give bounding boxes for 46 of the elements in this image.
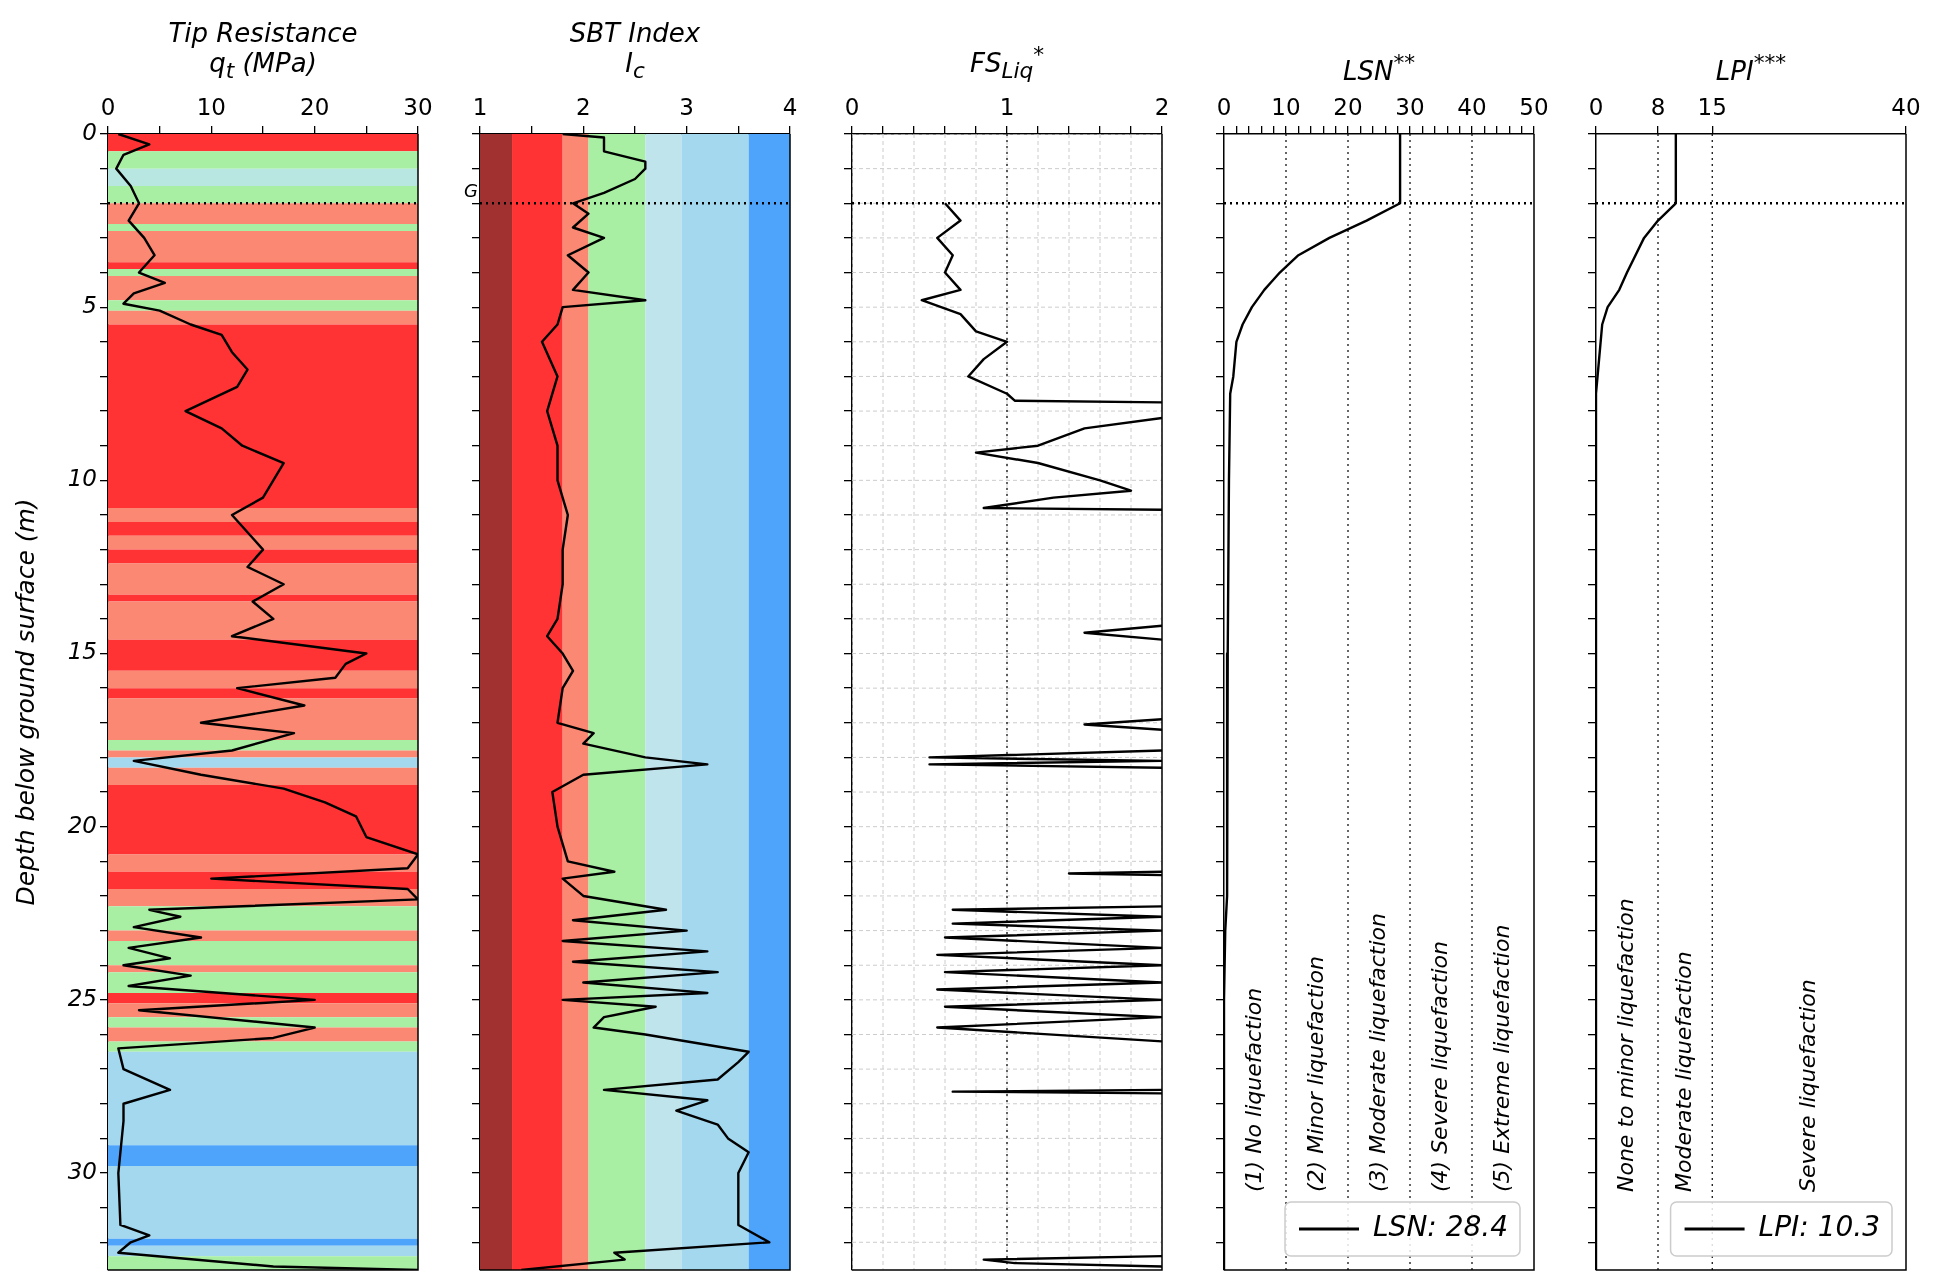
- x-tick-label: 15: [1697, 94, 1727, 121]
- x-tick-label: 0: [1216, 94, 1232, 121]
- x-tick-label: 10: [196, 94, 226, 121]
- x-tick-label: 4: [782, 94, 798, 121]
- y-tick-label: 30: [67, 1157, 97, 1184]
- annotation: (5) Extreme liquefaction: [1488, 924, 1514, 1192]
- annotation: (3) Moderate liquefaction: [1364, 913, 1390, 1192]
- x-tick-label: 30: [403, 94, 433, 121]
- annotation: (2) Minor liquefaction: [1302, 956, 1328, 1192]
- x-tick-label: 20: [300, 94, 330, 121]
- x-tick-label: 3: [679, 94, 694, 121]
- x-tick-label: 40: [1891, 94, 1921, 121]
- y-tick-label: 20: [67, 811, 97, 838]
- y-tick-label: 0: [82, 118, 97, 145]
- legend-label: LPI: 10.3: [1758, 1210, 1880, 1244]
- y-tick-label: 10: [67, 465, 97, 492]
- x-tick-label: 1: [472, 94, 488, 121]
- annotation: Severe liquefaction: [1794, 979, 1820, 1192]
- x-tick-label: 30: [1395, 94, 1425, 121]
- annotation: None to minor liquefaction: [1612, 898, 1638, 1192]
- chart-subtitle: q$_{t}$ (MPa): [208, 47, 318, 85]
- chart-title: SBT Index: [568, 17, 702, 48]
- x-tick-label: 40: [1457, 94, 1487, 121]
- x-tick-label: 0: [1588, 94, 1604, 121]
- x-tick-label: 8: [1650, 94, 1666, 121]
- x-tick-label: 0: [844, 94, 860, 121]
- x-tick-label: 10: [1271, 94, 1301, 121]
- x-tick-label: 2: [1154, 94, 1170, 121]
- x-tick-label: 1: [999, 94, 1015, 121]
- annotation: Moderate liquefaction: [1670, 951, 1696, 1192]
- x-tick-label: 20: [1333, 94, 1363, 121]
- chart-title: LSN$^{**}$: [1341, 49, 1417, 86]
- chart-title: LPI$^{***}$: [1714, 49, 1788, 86]
- chart-subtitle: I$_{c}$: [624, 47, 646, 85]
- x-tick-label: 50: [1519, 94, 1549, 121]
- x-tick-label: 2: [576, 94, 591, 121]
- annotation: (1) No liquefaction: [1240, 987, 1266, 1192]
- y-tick-label: 5: [82, 292, 97, 319]
- y-tick-label: 15: [67, 638, 97, 665]
- ref-line-label: G: [464, 179, 479, 201]
- x-tick-label: 0: [100, 94, 116, 121]
- y-tick-label: 25: [67, 984, 97, 1011]
- legend-label: LSN: 28.4: [1373, 1210, 1508, 1244]
- annotation: (4) Severe liquefaction: [1426, 941, 1452, 1192]
- y-axis-title: Depth below ground surface (m): [10, 498, 40, 906]
- chart-title: Tip Resistance: [167, 17, 359, 48]
